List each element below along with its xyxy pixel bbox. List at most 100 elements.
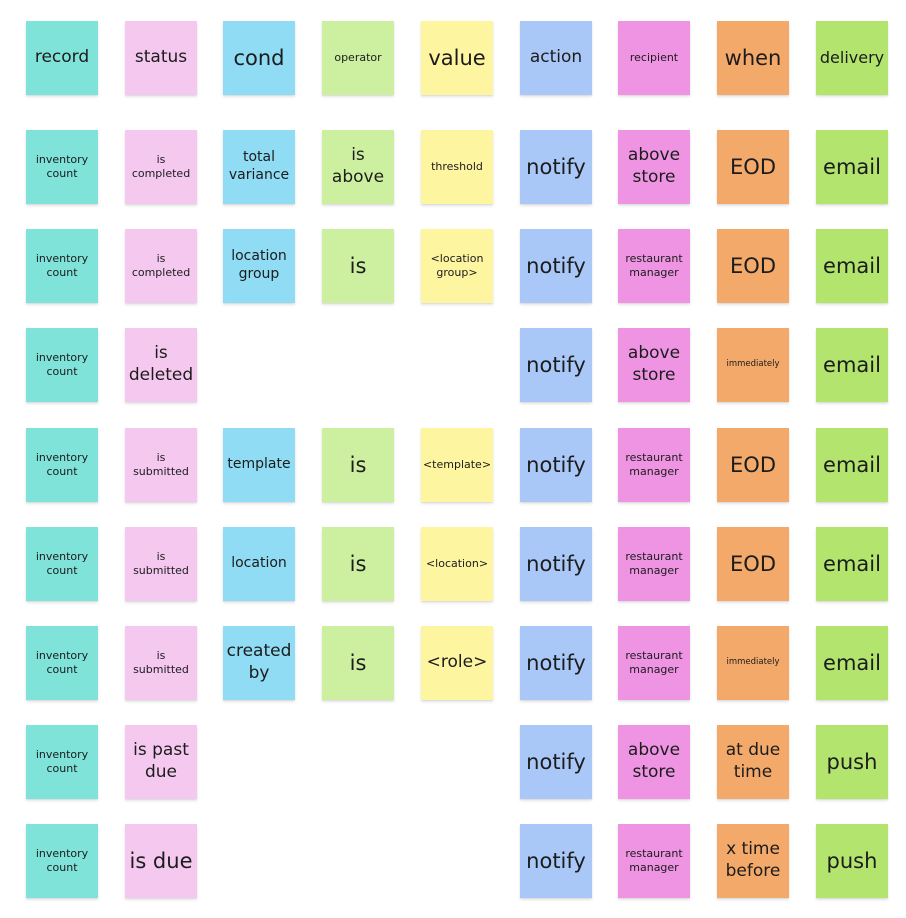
sticky-note-delivery-row-5[interactable]: email <box>816 527 888 601</box>
sticky-note-record-row-3[interactable]: inventory count <box>26 328 98 402</box>
sticky-note-text: created by <box>226 641 292 683</box>
sticky-note-action-row-5[interactable]: notify <box>520 527 592 601</box>
sticky-note-cond-row-6[interactable]: created by <box>223 626 295 700</box>
sticky-note-recipient-row-4[interactable]: restaurant manager <box>618 428 690 502</box>
sticky-note-when-row-6[interactable]: immediately <box>717 626 789 700</box>
sticky-note-delivery-row-6[interactable]: email <box>816 626 888 700</box>
sticky-note-action-row-2[interactable]: notify <box>520 229 592 303</box>
sticky-note-recipient-row-1[interactable]: above store <box>618 130 690 204</box>
sticky-note-when-header[interactable]: when <box>717 21 789 95</box>
sticky-note-record-row-7[interactable]: inventory count <box>26 725 98 799</box>
sticky-note-action-row-7[interactable]: notify <box>520 725 592 799</box>
sticky-note-when-row-3[interactable]: immediately <box>717 328 789 402</box>
sticky-note-text: <role> <box>426 652 488 673</box>
sticky-note-value-row-5[interactable]: <location> <box>421 527 493 601</box>
sticky-note-action-header[interactable]: action <box>520 21 592 95</box>
sticky-note-operator-row-6[interactable]: is <box>322 626 394 700</box>
sticky-note-operator-header[interactable]: operator <box>322 21 394 95</box>
sticky-note-record-row-8[interactable]: inventory count <box>26 824 98 898</box>
sticky-note-status-row-2[interactable]: is completed <box>125 229 197 303</box>
sticky-note-when-row-8[interactable]: x time before <box>717 824 789 898</box>
sticky-note-delivery-row-3[interactable]: email <box>816 328 888 402</box>
sticky-note-delivery-row-2[interactable]: email <box>816 229 888 303</box>
sticky-note-text: notify <box>526 452 586 477</box>
sticky-note-when-row-1[interactable]: EOD <box>717 130 789 204</box>
sticky-note-value-header[interactable]: value <box>421 21 493 95</box>
sticky-note-recipient-row-5[interactable]: restaurant manager <box>618 527 690 601</box>
sticky-note-record-row-6[interactable]: inventory count <box>26 626 98 700</box>
sticky-note-text: x time before <box>725 839 781 881</box>
sticky-note-text: cond <box>233 45 285 70</box>
sticky-note-status-row-4[interactable]: is submitted <box>125 428 197 502</box>
sticky-note-text: is due <box>129 848 193 873</box>
sticky-note-action-row-4[interactable]: notify <box>520 428 592 502</box>
sticky-note-value-row-6[interactable]: <role> <box>421 626 493 700</box>
sticky-note-recipient-row-8[interactable]: restaurant manager <box>618 824 690 898</box>
sticky-note-action-row-6[interactable]: notify <box>520 626 592 700</box>
sticky-note-text: notify <box>526 253 586 278</box>
sticky-note-cond-row-5[interactable]: location <box>223 527 295 601</box>
sticky-note-delivery-row-7[interactable]: push <box>816 725 888 799</box>
sticky-note-operator-row-1[interactable]: is above <box>322 130 394 204</box>
sticky-note-text: notify <box>526 848 586 873</box>
sticky-note-text: email <box>823 452 881 477</box>
sticky-note-delivery-row-4[interactable]: email <box>816 428 888 502</box>
sticky-note-recipient-row-2[interactable]: restaurant manager <box>618 229 690 303</box>
sticky-note-cond-row-1[interactable]: total variance <box>223 130 295 204</box>
sticky-note-text: email <box>823 154 881 179</box>
sticky-note-cond-row-2[interactable]: location group <box>223 229 295 303</box>
sticky-note-status-row-8[interactable]: is due <box>125 824 197 898</box>
sticky-note-text: action <box>529 47 583 68</box>
sticky-note-text: record <box>34 47 90 68</box>
sticky-note-recipient-header[interactable]: recipient <box>618 21 690 95</box>
sticky-note-recipient-row-6[interactable]: restaurant manager <box>618 626 690 700</box>
sticky-note-when-row-5[interactable]: EOD <box>717 527 789 601</box>
sticky-note-text: notify <box>526 352 586 377</box>
sticky-note-record-header[interactable]: record <box>26 21 98 95</box>
sticky-note-text: inventory count <box>35 747 89 775</box>
sticky-note-text: push <box>826 749 878 774</box>
sticky-note-recipient-row-7[interactable]: above store <box>618 725 690 799</box>
sticky-note-text: is <box>349 551 367 576</box>
sticky-note-record-row-1[interactable]: inventory count <box>26 130 98 204</box>
sticky-note-text: email <box>823 352 881 377</box>
sticky-note-text: immediately <box>726 657 780 668</box>
sticky-note-action-row-3[interactable]: notify <box>520 328 592 402</box>
sticky-note-text: notify <box>526 551 586 576</box>
sticky-note-action-row-8[interactable]: notify <box>520 824 592 898</box>
sticky-note-delivery-header[interactable]: delivery <box>816 21 888 95</box>
sticky-note-text: email <box>823 551 881 576</box>
sticky-note-value-row-4[interactable]: <template> <box>421 428 493 502</box>
sticky-note-text: <location> <box>425 556 489 570</box>
sticky-note-text: notify <box>526 154 586 179</box>
sticky-note-text: is submitted <box>133 450 189 478</box>
sticky-note-value-row-1[interactable]: threshold <box>421 130 493 204</box>
sticky-note-when-row-2[interactable]: EOD <box>717 229 789 303</box>
sticky-note-action-row-1[interactable]: notify <box>520 130 592 204</box>
sticky-note-operator-row-5[interactable]: is <box>322 527 394 601</box>
sticky-note-recipient-row-3[interactable]: above store <box>618 328 690 402</box>
sticky-note-status-row-7[interactable]: is past due <box>125 725 197 799</box>
sticky-note-delivery-row-8[interactable]: push <box>816 824 888 898</box>
sticky-note-delivery-row-1[interactable]: email <box>816 130 888 204</box>
sticky-note-operator-row-4[interactable]: is <box>322 428 394 502</box>
sticky-note-status-header[interactable]: status <box>125 21 197 95</box>
sticky-note-status-row-1[interactable]: is completed <box>125 130 197 204</box>
sticky-note-status-row-3[interactable]: is deleted <box>125 328 197 402</box>
sticky-note-status-row-6[interactable]: is submitted <box>125 626 197 700</box>
sticky-note-when-row-7[interactable]: at due time <box>717 725 789 799</box>
sticky-note-when-row-4[interactable]: EOD <box>717 428 789 502</box>
sticky-note-text: at due time <box>725 740 781 782</box>
sticky-note-text: location group <box>231 248 287 282</box>
sticky-note-record-row-5[interactable]: inventory count <box>26 527 98 601</box>
sticky-note-text: recipient <box>629 50 679 64</box>
sticky-note-value-row-2[interactable]: <location group> <box>421 229 493 303</box>
sticky-note-cond-header[interactable]: cond <box>223 21 295 95</box>
sticky-note-text: inventory count <box>35 450 89 478</box>
sticky-note-status-row-5[interactable]: is submitted <box>125 527 197 601</box>
sticky-note-record-row-2[interactable]: inventory count <box>26 229 98 303</box>
sticky-note-operator-row-2[interactable]: is <box>322 229 394 303</box>
sticky-note-cond-row-4[interactable]: template <box>223 428 295 502</box>
sticky-note-record-row-4[interactable]: inventory count <box>26 428 98 502</box>
